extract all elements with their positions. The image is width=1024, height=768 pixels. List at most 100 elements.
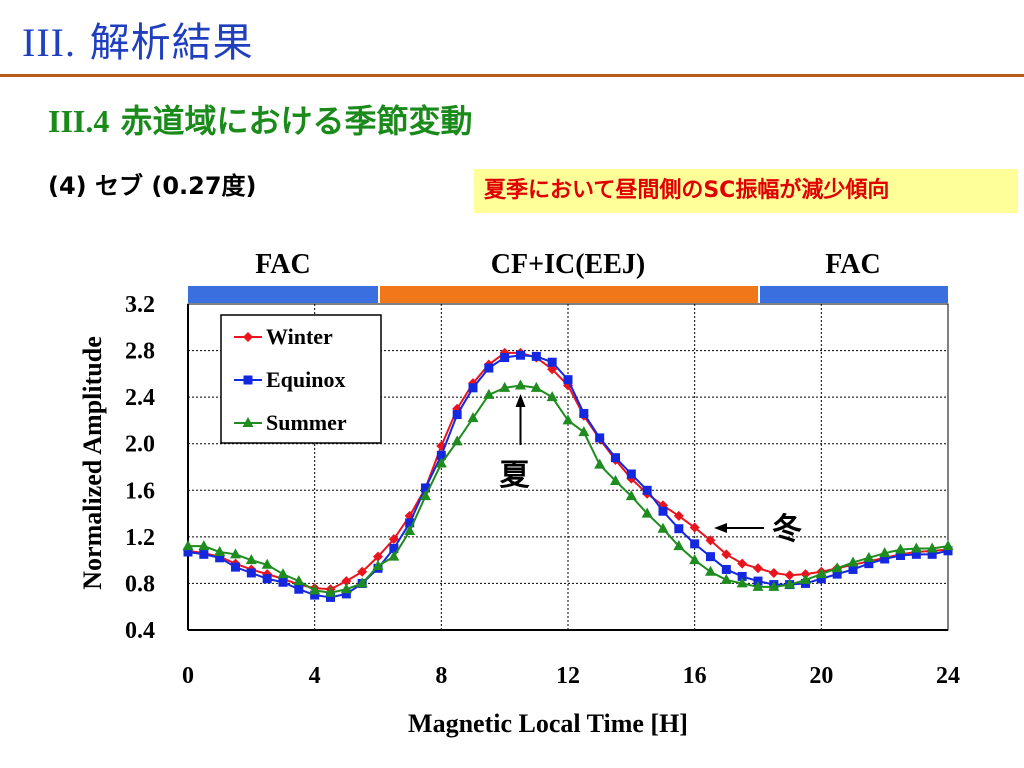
data-point-equinox	[262, 574, 272, 584]
data-point-winter	[705, 535, 716, 546]
data-point-summer	[546, 391, 558, 402]
data-point-winter	[753, 563, 763, 574]
data-point-summer	[198, 540, 210, 551]
data-point-summer	[705, 565, 716, 576]
data-point-summer	[388, 550, 400, 561]
data-point-summer	[182, 540, 194, 551]
data-point-summer	[673, 540, 685, 551]
data-point-summer	[847, 556, 859, 567]
section-heading: III.4 赤道域における季節変動	[48, 96, 473, 142]
data-point-winter	[373, 551, 383, 562]
data-point-summer	[641, 507, 653, 518]
legend-label: Winter	[266, 324, 333, 349]
y-axis-label: Normalized Amplitude	[78, 336, 107, 590]
data-point-equinox	[563, 375, 573, 385]
data-point-summer	[309, 584, 321, 595]
data-point-equinox	[911, 549, 921, 559]
data-point-equinox	[452, 410, 462, 420]
data-point-equinox	[658, 506, 668, 516]
data-point-summer	[863, 551, 875, 562]
legend-label: Equinox	[266, 367, 346, 392]
data-point-equinox	[848, 564, 858, 574]
y-tick-label: 2.0	[125, 432, 155, 458]
data-point-equinox	[626, 469, 636, 479]
data-point-winter	[341, 576, 352, 587]
legend-marker	[243, 375, 253, 385]
data-point-summer	[261, 558, 273, 569]
data-point-equinox	[642, 485, 652, 495]
data-point-winter	[673, 510, 684, 521]
summer-annotation: 夏	[500, 458, 531, 493]
summer-arrow-head	[515, 394, 526, 407]
data-point-summer	[451, 435, 463, 446]
y-tick-label: 1.6	[125, 478, 155, 504]
y-tick-label: 3.2	[125, 292, 155, 318]
data-point-equinox	[864, 559, 874, 569]
data-point-equinox	[721, 564, 731, 574]
data-point-summer	[515, 379, 526, 390]
region-band	[760, 286, 948, 303]
data-point-equinox	[183, 547, 193, 557]
legend-marker	[242, 417, 254, 427]
data-point-summer	[625, 490, 637, 501]
data-point-summer	[831, 562, 843, 573]
data-point-equinox	[832, 569, 842, 579]
data-point-equinox	[579, 408, 589, 418]
data-point-winter	[357, 566, 368, 577]
station-subtitle: (4) セブ (0.27度)	[48, 172, 257, 200]
data-point-summer	[356, 577, 368, 588]
data-point-equinox	[531, 351, 541, 361]
data-point-summer	[483, 388, 495, 399]
data-point-summer	[910, 542, 922, 553]
x-tick-label: 20	[809, 663, 833, 689]
data-point-equinox	[326, 592, 335, 602]
data-point-equinox	[595, 433, 605, 443]
region-label: FAC	[825, 249, 880, 280]
data-point-equinox	[674, 524, 684, 534]
data-point-winter	[721, 549, 732, 560]
data-point-winter	[689, 522, 700, 533]
data-point-equinox	[468, 383, 478, 393]
data-point-equinox	[215, 553, 225, 563]
data-point-summer	[293, 575, 305, 586]
x-tick-label: 8	[435, 663, 447, 689]
data-point-summer	[325, 586, 336, 597]
slide-title-text: 解析結果	[89, 20, 254, 66]
data-point-equinox	[896, 550, 905, 560]
data-point-equinox	[737, 571, 747, 581]
region-band	[188, 286, 378, 303]
x-axis-label: Magnetic Local Time [H]	[408, 709, 688, 738]
data-point-summer	[340, 583, 352, 594]
data-point-summer	[578, 426, 590, 437]
data-point-summer	[277, 568, 289, 579]
y-tick-label: 0.8	[125, 571, 155, 597]
data-point-equinox	[611, 453, 620, 463]
y-tick-label: 1.2	[125, 525, 155, 551]
data-point-summer	[784, 578, 796, 589]
data-point-equinox	[816, 574, 826, 584]
section-number: III.4	[48, 103, 110, 139]
data-point-summer	[800, 573, 811, 584]
data-point-equinox	[943, 546, 953, 556]
legend-label: Summer	[266, 410, 347, 435]
region-label: CF+IC(EEJ)	[491, 249, 645, 280]
slide-title: III. 解析結果	[22, 10, 254, 68]
region-label: FAC	[255, 249, 310, 280]
data-point-summer	[435, 457, 447, 468]
section-text: 赤道域における季節変動	[120, 102, 473, 140]
data-point-equinox	[500, 353, 510, 363]
legend-marker	[243, 332, 253, 342]
data-point-summer	[610, 474, 621, 485]
data-point-equinox	[706, 552, 715, 562]
data-point-summer	[562, 414, 574, 425]
y-tick-label: 2.4	[125, 385, 155, 411]
data-point-equinox	[246, 568, 256, 578]
data-point-equinox	[294, 584, 304, 594]
data-point-summer	[372, 559, 384, 570]
data-point-summer	[499, 381, 511, 392]
y-tick-label: 0.4	[125, 618, 155, 644]
data-point-summer	[689, 554, 701, 565]
slide-title-number: III.	[22, 20, 76, 65]
x-tick-label: 24	[936, 663, 960, 689]
data-point-equinox	[341, 589, 351, 599]
